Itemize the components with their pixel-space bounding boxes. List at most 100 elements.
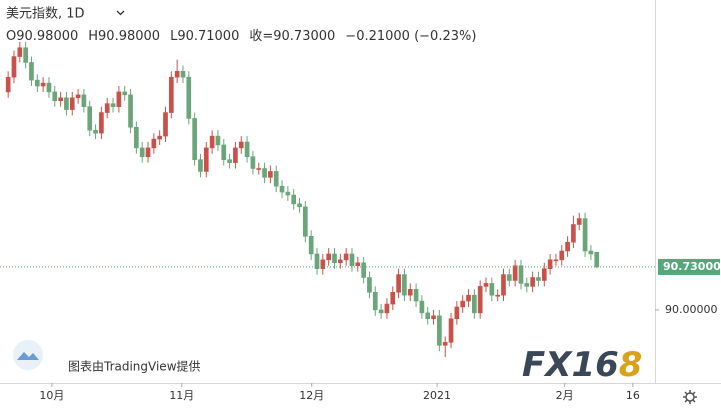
logo-accent: 8 xyxy=(619,345,643,385)
y-tick-label: 90.00000 xyxy=(665,303,718,316)
candle-body xyxy=(180,70,186,78)
candle-body xyxy=(326,253,332,261)
title-chevron[interactable] xyxy=(116,10,125,16)
candle-body xyxy=(93,129,98,134)
candle-body xyxy=(203,147,209,172)
candle-body xyxy=(594,251,600,268)
candle-body xyxy=(250,156,256,169)
candle-body xyxy=(244,141,250,158)
candle-body xyxy=(378,309,384,314)
candle-body xyxy=(285,191,291,196)
candle-body xyxy=(372,291,378,311)
chart-title[interactable]: 美元指数, 1D xyxy=(6,7,85,22)
ohlc-value: −0.21000 (−0.23%) xyxy=(345,29,476,44)
candle-body xyxy=(477,286,483,314)
candle-body xyxy=(46,82,52,93)
candle-body xyxy=(559,250,565,261)
candle-body xyxy=(407,289,413,296)
candle-body xyxy=(588,250,594,255)
ohlc-value: H90.98000 xyxy=(88,29,160,44)
candle-body xyxy=(576,218,582,225)
candle-body xyxy=(413,289,419,302)
candle-body xyxy=(297,203,302,208)
candle-body xyxy=(431,315,436,320)
candle-body xyxy=(460,300,466,308)
candle-body xyxy=(238,141,244,149)
candle-body xyxy=(23,47,28,63)
candle-body xyxy=(5,76,11,93)
candle-body xyxy=(87,106,93,131)
candle-body xyxy=(518,265,524,284)
candle-body xyxy=(69,97,75,110)
ohlc-legend: O90.98000 H90.98000 L90.71000 收=90.73000 −0.… xyxy=(6,29,476,44)
x-tick-label: 11月 xyxy=(169,389,194,402)
candle-body xyxy=(442,342,448,346)
candle-body xyxy=(256,168,262,170)
candle-body xyxy=(17,47,23,57)
candle-body xyxy=(512,265,518,281)
candle-body xyxy=(192,118,197,160)
candle-body xyxy=(547,259,553,269)
candle-body xyxy=(553,259,559,262)
candle-body xyxy=(122,91,128,96)
last-price-label: 90.73000 xyxy=(663,260,721,273)
candle-body xyxy=(303,206,308,237)
candle-body xyxy=(337,259,343,264)
candle-body xyxy=(466,294,471,302)
candle-body xyxy=(448,318,454,343)
candle-body xyxy=(34,79,40,87)
candle-body xyxy=(565,241,570,252)
candle-body xyxy=(40,82,46,87)
candle-body xyxy=(168,76,174,113)
candle-body xyxy=(58,97,63,102)
candle-body xyxy=(454,306,460,320)
candle-body xyxy=(396,274,401,293)
x-tick-label: 10月 xyxy=(39,389,64,402)
candle-body xyxy=(262,168,267,178)
x-tick-label: 2月 xyxy=(556,389,574,402)
watermark-icon xyxy=(13,340,43,370)
candle-body xyxy=(349,253,355,267)
settings-gear-teeth[interactable] xyxy=(683,390,697,404)
candle-body xyxy=(314,253,320,269)
candle-body xyxy=(291,194,297,205)
candle-body xyxy=(52,91,58,102)
logo: FX168 xyxy=(522,345,642,385)
candle-body xyxy=(472,294,477,314)
candle-body xyxy=(571,224,576,243)
candle-body xyxy=(320,259,326,269)
candle-body xyxy=(186,76,192,119)
candle-body xyxy=(332,253,337,264)
logo-main: FX16 xyxy=(522,345,619,385)
candle-body xyxy=(151,138,157,149)
candle-body xyxy=(425,312,431,320)
candle-body xyxy=(64,97,69,110)
candle-body xyxy=(355,262,361,267)
candle-body xyxy=(419,300,425,314)
x-tick-label: 16 xyxy=(626,389,640,402)
ohlc-value: 收=90.73000 xyxy=(249,29,335,44)
candle-body xyxy=(198,159,203,172)
watermark-text: 图表由TradingView提供 xyxy=(68,359,201,374)
candle-body xyxy=(530,277,535,287)
candle-body xyxy=(361,262,366,278)
last-price-badge xyxy=(658,258,720,275)
candle-body xyxy=(209,135,215,149)
candle-body xyxy=(11,56,17,78)
settings-icon[interactable] xyxy=(683,390,697,404)
candle-body xyxy=(437,315,442,346)
candle-body xyxy=(233,147,238,163)
candle-body xyxy=(343,253,349,261)
candle-body xyxy=(163,112,168,137)
candle-body xyxy=(495,294,500,297)
candle-body xyxy=(227,159,232,163)
candle-body xyxy=(134,126,139,149)
candle-body xyxy=(279,185,285,193)
candle-body xyxy=(221,144,227,160)
candle-body xyxy=(174,70,180,78)
candle-body xyxy=(489,283,495,296)
candle-body xyxy=(99,112,104,134)
watermark-icon-shape xyxy=(17,352,39,360)
